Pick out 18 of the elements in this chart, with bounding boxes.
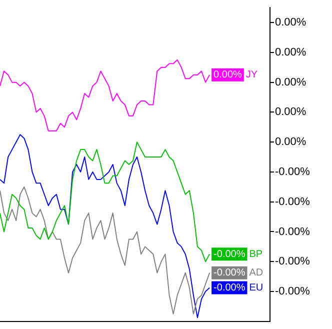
y-tick-label: 0.00%: [275, 46, 306, 58]
y-tick-label: 0.00%: [275, 106, 306, 118]
y-tick-label: 0.00%: [275, 76, 306, 88]
y-tick-label: -0.00%: [275, 166, 310, 178]
legend-label: AD: [249, 268, 264, 279]
y-tick-label: -0.00%: [275, 286, 310, 298]
legend-label: BP: [249, 248, 263, 260]
data-label: 0.00%: [214, 70, 242, 81]
y-tick-label: 0.00%: [275, 136, 306, 148]
legend-label: JY: [246, 70, 258, 81]
data-label: -0.00%: [214, 282, 246, 294]
y-tick-label: -0.00%: [275, 226, 310, 238]
y-tick-label: -0.00%: [275, 196, 310, 208]
data-label: -0.00%: [214, 248, 246, 260]
y-tick-label: -0.00%: [275, 256, 310, 268]
legend-label: EU: [249, 282, 264, 294]
y-tick-label: 0.00%: [275, 16, 306, 29]
data-label: -0.00%: [214, 268, 246, 279]
